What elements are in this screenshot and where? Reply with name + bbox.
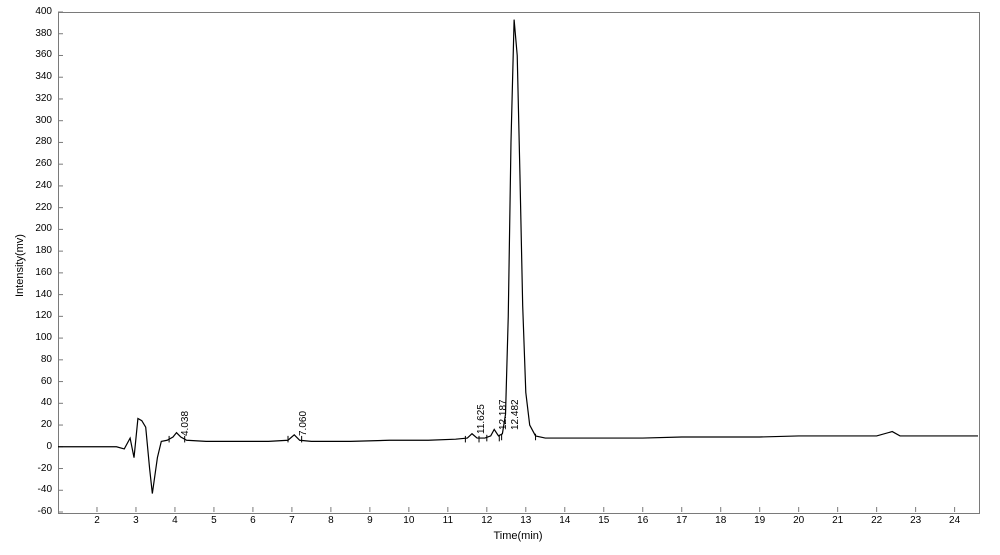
chart-svg	[0, 0, 1000, 555]
y-tick-label: 80	[0, 354, 52, 365]
x-tick-label: 17	[676, 515, 687, 526]
x-tick-label: 5	[211, 515, 217, 526]
y-tick-label: 100	[0, 332, 52, 343]
y-tick-label: 20	[0, 419, 52, 430]
x-tick-label: 18	[715, 515, 726, 526]
y-tick-label: 200	[0, 223, 52, 234]
y-tick-label: 300	[0, 115, 52, 126]
y-tick-label: 400	[0, 6, 52, 17]
x-tick-label: 13	[520, 515, 531, 526]
y-tick-label: 360	[0, 49, 52, 60]
x-tick-label: 11	[443, 515, 453, 526]
y-tick-label: 180	[0, 245, 52, 256]
y-tick-label: -40	[0, 484, 52, 495]
x-tick-label: 22	[871, 515, 882, 526]
y-tick-label: 60	[0, 376, 52, 387]
y-axis-label: Intensity(mv)	[14, 234, 26, 297]
peak-label: 12.187	[498, 399, 509, 430]
x-tick-label: 24	[949, 515, 960, 526]
y-tick-label: 240	[0, 180, 52, 191]
x-tick-label: 7	[289, 515, 295, 526]
y-tick-label: 40	[0, 397, 52, 408]
y-tick-label: 220	[0, 202, 52, 213]
x-tick-label: 20	[793, 515, 804, 526]
y-tick-label: 140	[0, 289, 52, 300]
x-tick-label: 14	[559, 515, 570, 526]
peak-label: 12.482	[510, 399, 521, 430]
x-tick-label: 23	[910, 515, 921, 526]
x-tick-label: 16	[637, 515, 648, 526]
x-tick-label: 9	[367, 515, 373, 526]
x-tick-label: 12	[481, 515, 492, 526]
y-tick-label: 320	[0, 93, 52, 104]
chart-container: Intensity(mv) Time(min) -60 -40 -20 0 20 40 60…	[0, 0, 1000, 555]
peak-label: 4.038	[180, 411, 191, 436]
y-tick-label: 280	[0, 136, 52, 147]
x-tick-label: 15	[598, 515, 609, 526]
x-tick-label: 21	[832, 515, 843, 526]
peak-label: 11.625	[476, 404, 487, 434]
x-tick-label: 8	[328, 515, 334, 526]
y-tick-label: 0	[0, 441, 52, 452]
x-tick-label: 2	[94, 515, 100, 526]
x-tick-label: 19	[754, 515, 765, 526]
x-axis-label: Time(min)	[493, 530, 542, 542]
peak-label: 7.060	[298, 411, 309, 436]
y-tick-label: 380	[0, 28, 52, 39]
y-tick-label: -20	[0, 463, 52, 474]
y-tick-label: 120	[0, 310, 52, 321]
x-tick-label: 6	[250, 515, 256, 526]
y-tick-label: 340	[0, 71, 52, 82]
y-tick-label: 160	[0, 267, 52, 278]
x-tick-label: 10	[403, 515, 414, 526]
y-tick-label: 260	[0, 158, 52, 169]
x-tick-label: 4	[172, 515, 178, 526]
y-tick-label: -60	[0, 506, 52, 517]
x-tick-label: 3	[133, 515, 139, 526]
